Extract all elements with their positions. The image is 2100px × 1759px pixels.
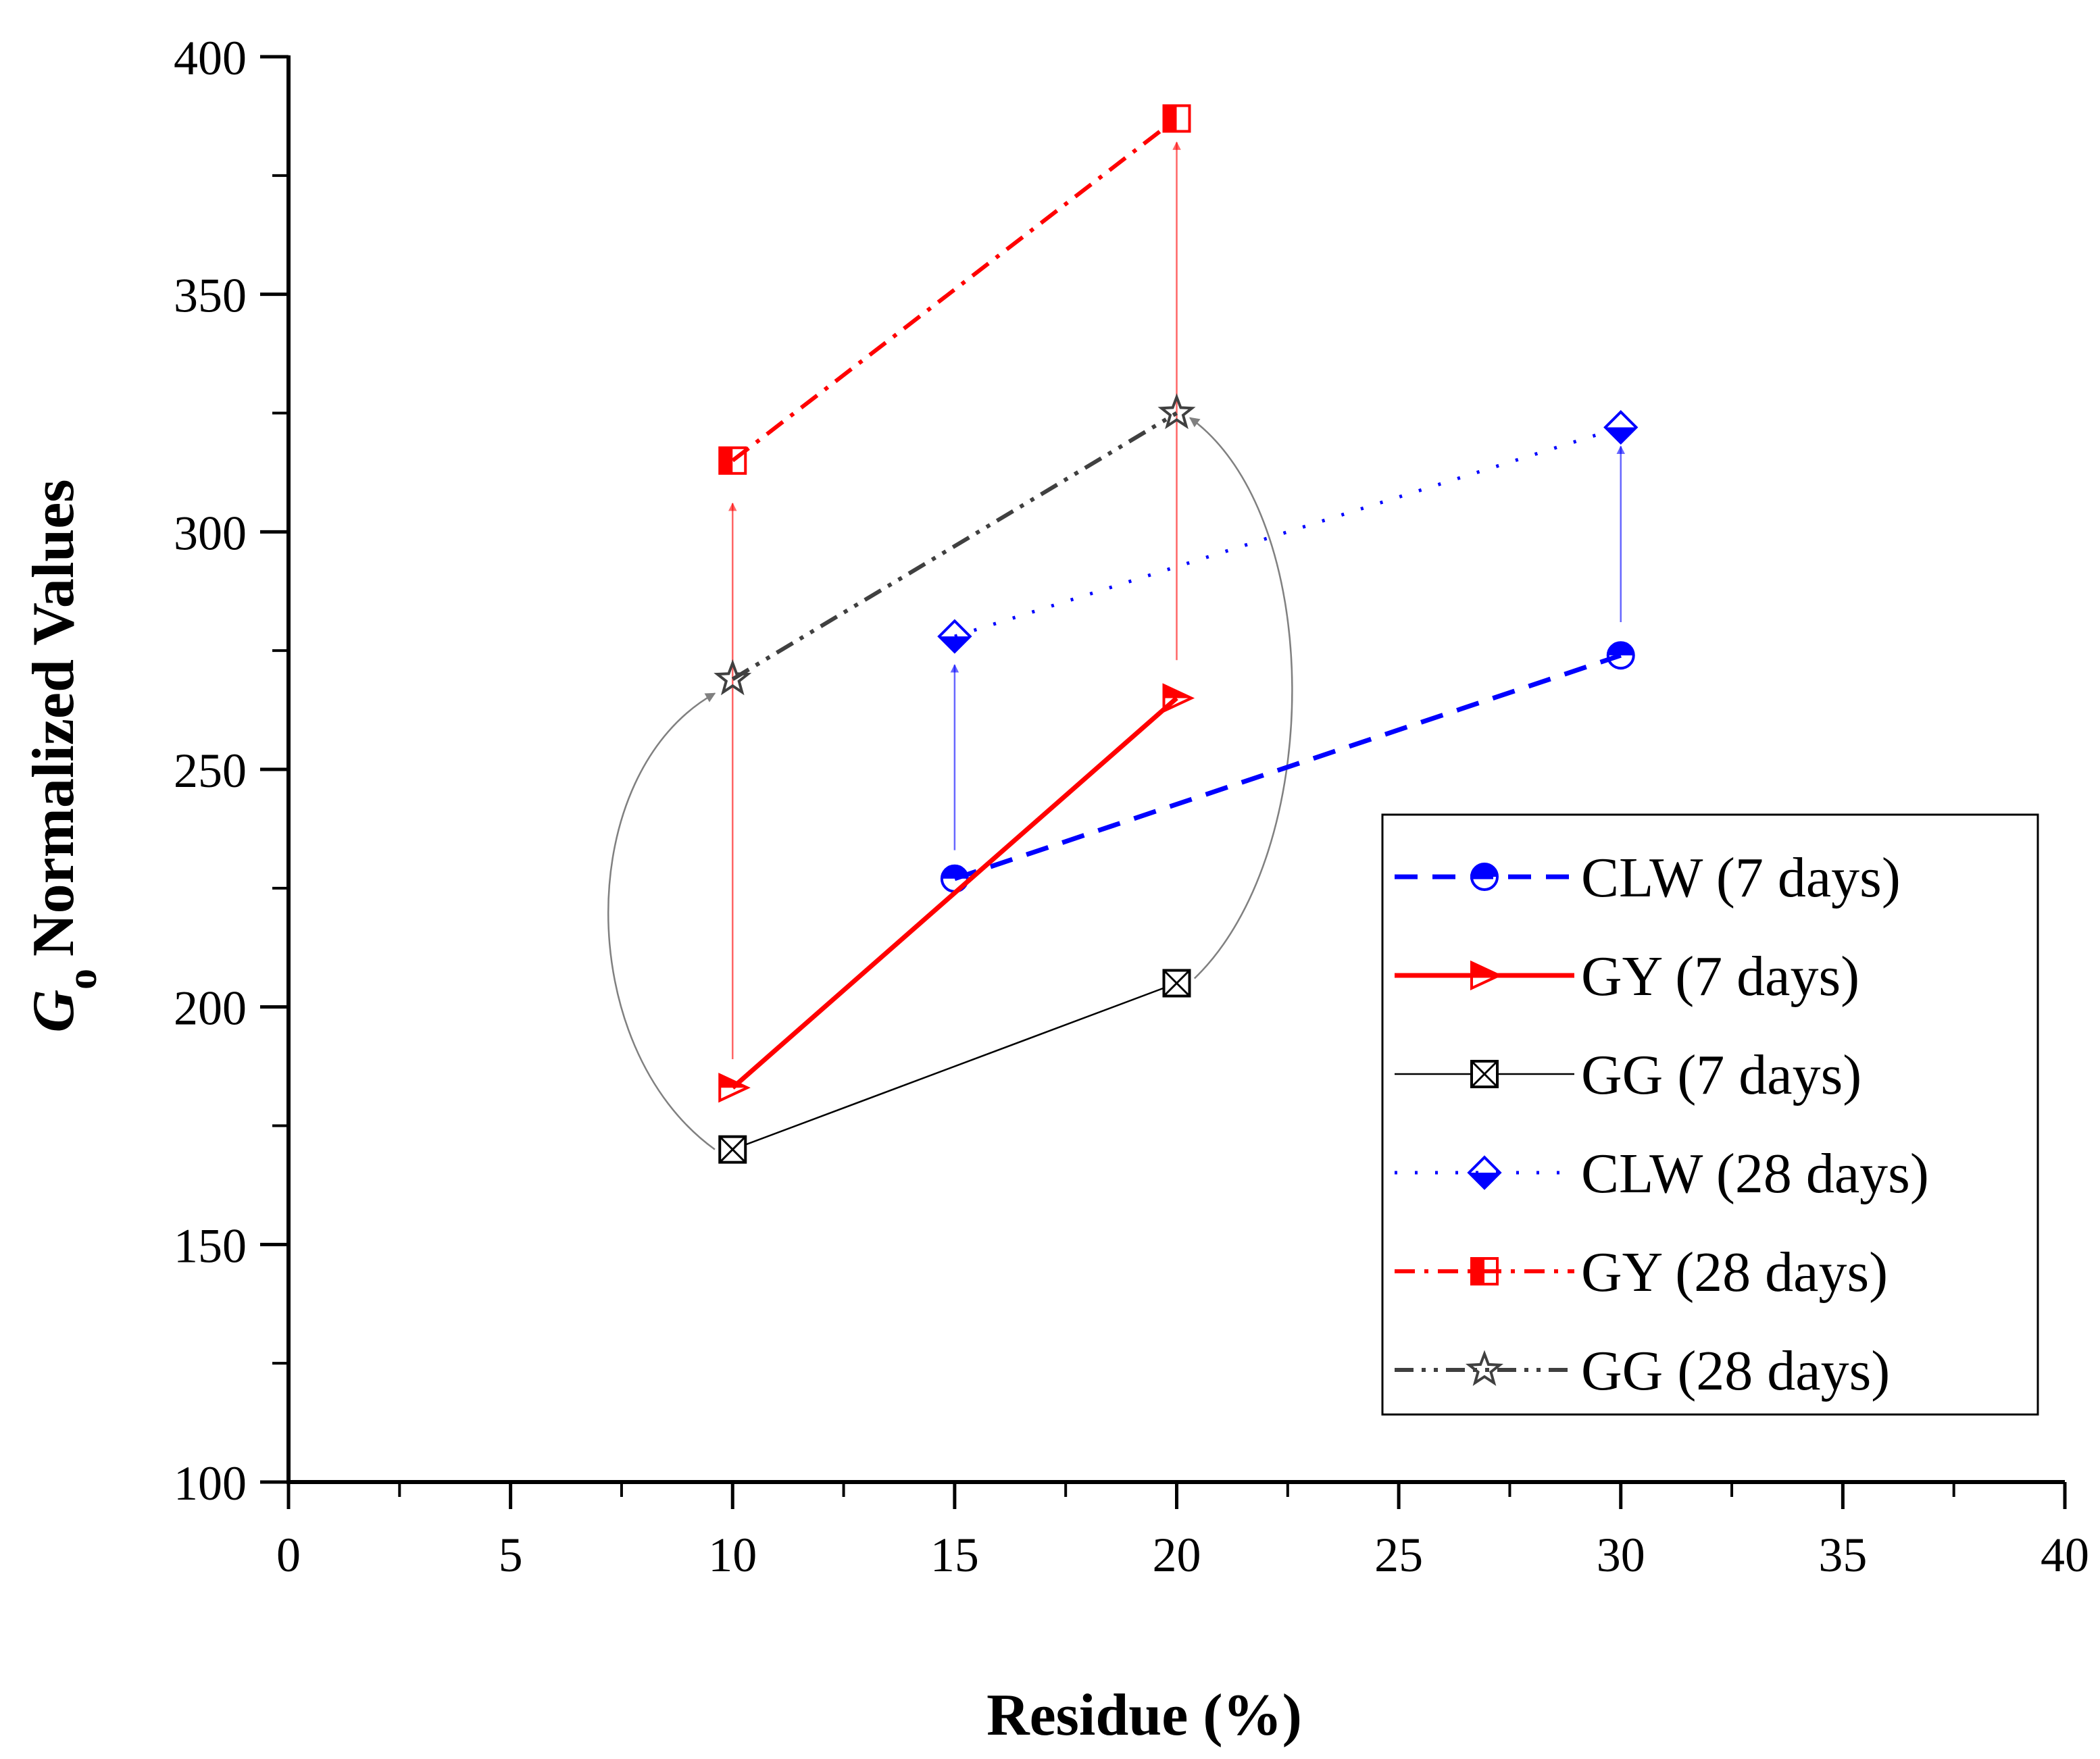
series-line — [730, 696, 1178, 1090]
y-axis-title: Go Normalized Values — [21, 479, 105, 1032]
series-line — [731, 117, 1178, 463]
legend-box — [1381, 813, 2039, 1416]
marker-cross — [1163, 969, 1191, 997]
marker-outline — [718, 1073, 751, 1103]
marker-fill — [939, 636, 970, 652]
marker-outline — [1470, 960, 1503, 991]
data-point — [937, 619, 972, 654]
series-clw-28-days — [937, 409, 1639, 654]
marker-fill — [720, 447, 733, 474]
data-point — [1162, 683, 1195, 713]
legend-entry-clw-28-days: CLW (28 days) — [1395, 1142, 1929, 1205]
legend-entry-gg-7-days: GG (7 days) — [1395, 1044, 1861, 1106]
x-tick-label: 40 — [2041, 1528, 2089, 1582]
annotations-layer — [607, 141, 1625, 1150]
x-tick-label: 5 — [499, 1528, 523, 1582]
marker-outline — [1467, 1155, 1502, 1190]
legend-marker — [1470, 960, 1503, 991]
data-point — [1606, 641, 1635, 670]
marker-outline — [1162, 683, 1195, 713]
x-tick-label: 0 — [276, 1528, 301, 1582]
legend-label: GG (7 days) — [1581, 1044, 1861, 1106]
marker-cross — [1470, 1060, 1499, 1088]
series-line — [732, 982, 1177, 1150]
x-axis-title: Residue (%) — [986, 1683, 1302, 1748]
series-gy-7-days — [718, 683, 1195, 1103]
legend-marker — [1470, 1257, 1499, 1285]
legend-marker — [1470, 1060, 1499, 1088]
y-axis-text: Normalized Values — [21, 479, 86, 956]
legend-label: CLW (28 days) — [1581, 1142, 1929, 1205]
x-tick-label: 30 — [1597, 1528, 1645, 1582]
legend-marker — [1467, 1155, 1502, 1190]
legend-label: GG (28 days) — [1581, 1340, 1890, 1402]
data-point — [718, 1135, 747, 1164]
marker-cross — [719, 1136, 747, 1163]
legend-label: GY (28 days) — [1581, 1241, 1888, 1304]
marker-outline — [937, 619, 972, 654]
marker-outline — [714, 659, 752, 696]
marker-outline — [1470, 1257, 1499, 1285]
legend-entry-gy-7-days: GY (7 days) — [1395, 945, 1859, 1008]
data-point — [718, 446, 747, 475]
legend-label: CLW (7 days) — [1581, 846, 1901, 909]
x-tick-label: 15 — [930, 1528, 979, 1582]
data-point — [714, 659, 752, 696]
series-gg-28-days — [714, 393, 1196, 696]
legend-label: GY (7 days) — [1581, 945, 1859, 1008]
series-line — [953, 653, 1622, 882]
data-point — [1157, 393, 1196, 430]
curved-arrow-5 — [1189, 417, 1293, 979]
legend-entry-gg-28-days: GG (28 days) — [1395, 1340, 1890, 1402]
data-point — [1603, 409, 1639, 445]
y-tick-label: 250 — [174, 744, 247, 798]
y-tick-label: 300 — [174, 506, 247, 560]
legend-layer: CLW (7 days) GY (7 days) GG (7 days) CLW (2… — [1381, 813, 2039, 1416]
series-gg-7-days — [718, 969, 1191, 1164]
marker-fill — [1164, 105, 1177, 132]
marker-outline — [1606, 641, 1635, 670]
legend-marker — [1470, 863, 1499, 891]
data-point — [1162, 969, 1191, 998]
marker-fill — [1469, 1173, 1500, 1188]
legend-entry-gy-28-days: GY (28 days) — [1395, 1241, 1888, 1304]
legend-marker — [1465, 1350, 1504, 1386]
x-tick-label: 35 — [1818, 1528, 1867, 1582]
series-line — [954, 426, 1622, 638]
series-gy-28-days — [718, 104, 1191, 475]
y-tick-label: 150 — [174, 1219, 247, 1273]
y-axis-symbol: G — [21, 990, 86, 1033]
marker-outline — [1465, 1350, 1504, 1386]
marker-fill — [1605, 427, 1636, 443]
y-tick-label: 200 — [174, 982, 247, 1036]
x-tick-label: 25 — [1374, 1528, 1423, 1582]
curved-arrow-4 — [607, 692, 716, 1150]
series-line — [731, 411, 1178, 681]
y-axis-subscript: o — [59, 969, 105, 990]
y-tick-label: 400 — [174, 31, 247, 85]
marker-fill — [1472, 1258, 1484, 1284]
x-tick-label: 20 — [1153, 1528, 1201, 1582]
marker-outline — [718, 446, 747, 475]
marker-outline — [1162, 104, 1191, 133]
x-tick-label: 10 — [708, 1528, 757, 1582]
y-tick-label: 350 — [174, 269, 247, 323]
legend-entry-clw-7-days: CLW (7 days) — [1395, 846, 1901, 909]
series-layer — [714, 104, 1639, 1164]
y-tick-label: 100 — [174, 1456, 247, 1510]
marker-outline — [1157, 393, 1196, 430]
data-point — [1162, 104, 1191, 133]
data-point — [718, 1073, 751, 1103]
marker-outline — [1603, 409, 1639, 445]
marker-outline — [1470, 863, 1499, 891]
axes-layer: 0 5 10 15 20 25 30 35 40 100 150 200 250 300 350 400 Res… — [21, 31, 2089, 1748]
